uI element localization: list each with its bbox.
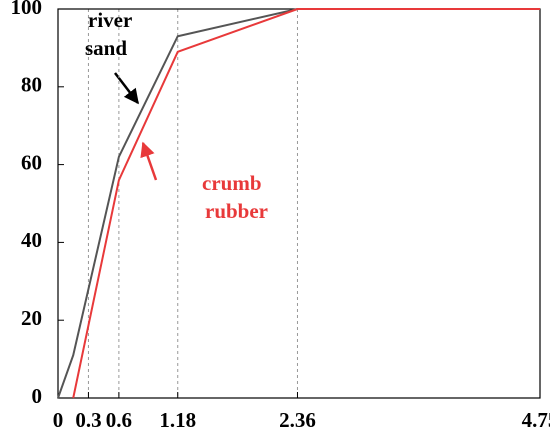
annotation: rubber [205,199,268,223]
plot-frame [57,8,541,399]
x-tick-label: 0.6 [106,408,132,432]
annotation: crumb [202,171,262,195]
x-tick-label: 4.75 [522,408,550,432]
series-line [72,8,540,399]
y-tick-label: 100 [11,0,43,19]
annotation: sand [85,36,127,60]
y-tick-label: 40 [21,228,42,252]
annotation-arrow [140,141,158,181]
x-tick-label: 0 [53,408,64,432]
x-tick-label: 2.36 [279,408,316,432]
y-tick-label: 0 [32,384,43,408]
series-line [57,8,540,399]
y-tick-label: 60 [21,150,42,174]
y-tick-label: 80 [21,73,42,97]
x-tick-label: 0.3 [75,408,101,432]
x-tick-label: 1.18 [159,408,196,432]
y-tick-label: 20 [21,306,42,330]
annotation: river [88,8,132,32]
